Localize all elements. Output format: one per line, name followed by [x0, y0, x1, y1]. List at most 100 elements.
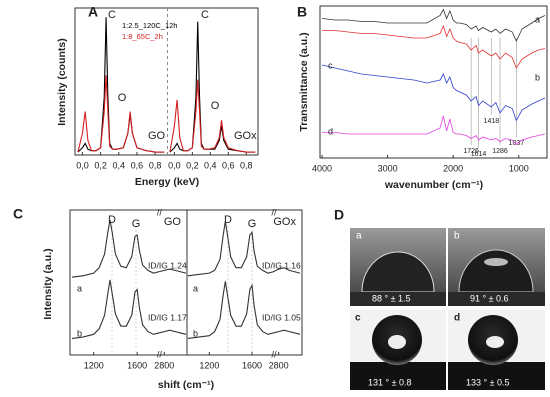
- series-label: d: [328, 126, 333, 136]
- contact-angle: 133 ° ± 0.5: [466, 377, 510, 387]
- x-axis-label: Energy (keV): [135, 176, 199, 188]
- annotation: D: [224, 214, 232, 226]
- x-tick-label: 0,6: [222, 160, 235, 170]
- band-label: 1614: [471, 151, 487, 158]
- x-tick-label: 0,2: [94, 160, 107, 170]
- axis-break: //: [157, 207, 163, 217]
- image-label: b: [454, 231, 460, 242]
- panel-letter: C: [13, 206, 23, 222]
- series-line: [321, 64, 546, 122]
- substrate: [350, 362, 446, 390]
- series-label: a: [77, 283, 82, 293]
- x-tick-label: 1600: [127, 360, 147, 370]
- plot-frame: [69, 209, 188, 356]
- x-tick-label: 0,8: [240, 160, 253, 170]
- series-line: [71, 279, 187, 339]
- series-label: 1:2.5_120C_12h: [122, 21, 177, 30]
- x-tick-label: 1200: [84, 360, 104, 370]
- x-tick-label: 0,8: [149, 160, 162, 170]
- panel-letter: D: [334, 207, 344, 223]
- axis-break: //: [157, 349, 163, 359]
- band-label: 1286: [492, 148, 508, 155]
- series-label: b: [535, 72, 540, 82]
- highlight: [484, 258, 508, 266]
- droplet-image: d 133 ° ± 0.5: [448, 310, 545, 390]
- series-label: a: [193, 283, 198, 293]
- x-tick-label: 0,6: [131, 160, 144, 170]
- annotation: G: [132, 218, 141, 230]
- series-line: [322, 24, 546, 69]
- droplet-image: b 91 ° ± 0.6: [448, 228, 545, 306]
- highlight: [486, 336, 504, 348]
- subplot-title: GO: [148, 130, 166, 142]
- subplot-title: GOx: [273, 216, 296, 228]
- contact-angle: 131 ° ± 0.8: [368, 377, 412, 387]
- x-tick-label: 1600: [242, 360, 262, 370]
- x-axis-label: wavenumber (cm⁻¹): [384, 179, 483, 191]
- x-tick-label: 2800: [154, 360, 174, 370]
- image-label: a: [356, 231, 362, 242]
- series-line: [187, 221, 301, 277]
- annotation: O: [118, 92, 127, 104]
- x-tick-label: 0,2: [186, 160, 199, 170]
- subplot-title: GO: [164, 216, 182, 228]
- panel-letter: A: [88, 4, 98, 20]
- annotation: ID/IG 1.16: [262, 260, 301, 270]
- subplot-title: GOx: [234, 130, 257, 142]
- x-tick-label: 3000: [378, 163, 398, 173]
- substrate: [448, 292, 545, 306]
- annotation: ID/IG 1.17: [148, 312, 187, 322]
- series-label: b: [193, 328, 198, 338]
- axis-break: //: [271, 349, 277, 359]
- band-label: 1726: [463, 148, 479, 155]
- series-label: c: [328, 60, 333, 70]
- x-tick-label: 1000: [509, 163, 529, 173]
- series-label: 1:8_65C_2h: [122, 32, 163, 41]
- series-label: a: [535, 14, 540, 24]
- y-axis-label: Intensity (a.u.): [42, 248, 54, 319]
- x-tick-label: 2000: [443, 163, 463, 173]
- annotation: ID/IG 1.05: [262, 312, 301, 322]
- contact-angle: 91 ° ± 0.6: [470, 293, 509, 303]
- x-tick-label: 4000: [312, 163, 332, 173]
- plot-frame: [74, 7, 259, 156]
- highlight: [388, 335, 406, 349]
- annotation: O: [211, 100, 220, 112]
- axis-break: //: [271, 207, 277, 217]
- y-axis-label: Intensity (counts): [56, 38, 68, 126]
- substrate: [448, 362, 545, 390]
- droplet-image: c 131 ° ± 0.8: [350, 310, 446, 390]
- series-label: b: [77, 328, 82, 338]
- series-line: [187, 281, 301, 339]
- substrate: [350, 292, 446, 306]
- x-tick-label: 0,0: [168, 160, 181, 170]
- annotation: C: [108, 9, 116, 21]
- x-tick-label: 2800: [269, 360, 289, 370]
- droplet: [361, 251, 435, 293]
- x-tick-label: 1200: [199, 360, 219, 370]
- band-label: 1037: [509, 140, 525, 147]
- image-label: d: [454, 313, 460, 324]
- annotation: C: [201, 9, 209, 21]
- contact-angle: 88 ° ± 1.5: [372, 293, 411, 303]
- panel-letter: B: [297, 4, 307, 20]
- annotation: G: [248, 218, 257, 230]
- series-line: [71, 219, 187, 278]
- plot-frame: [319, 5, 548, 159]
- droplet: [458, 249, 534, 293]
- annotation: ID/IG 1.24: [148, 260, 187, 270]
- x-axis-label: shift (cm⁻¹): [158, 379, 214, 391]
- droplet-image: a 88 ° ± 1.5: [350, 228, 446, 306]
- plot-frame: [186, 209, 303, 356]
- image-label: c: [355, 313, 361, 324]
- band-label: 1418: [484, 118, 500, 125]
- annotation: D: [108, 214, 116, 226]
- x-tick-label: 0,0: [76, 160, 89, 170]
- y-axis-label: Transmittance (a.u.): [298, 32, 310, 131]
- x-tick-label: 0,4: [113, 160, 126, 170]
- series-line: [322, 115, 546, 146]
- series-line: [169, 79, 256, 153]
- series-line: [321, 8, 546, 42]
- x-tick-label: 0,4: [204, 160, 217, 170]
